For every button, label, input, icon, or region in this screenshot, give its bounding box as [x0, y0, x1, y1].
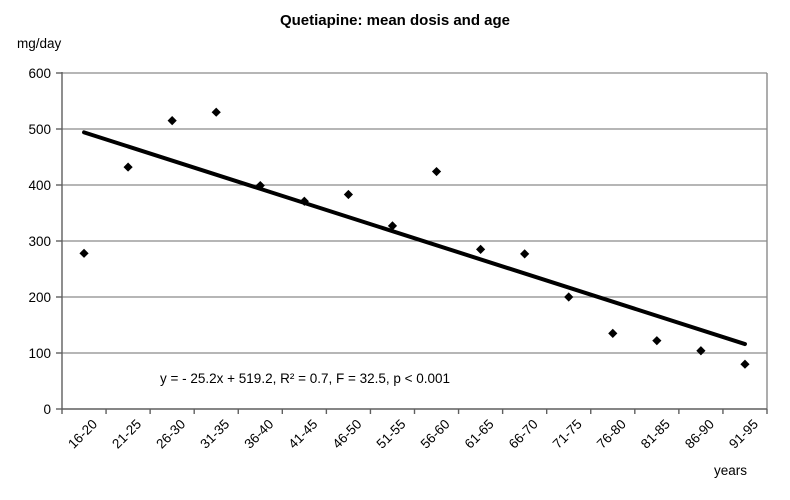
data-point-61-65 — [475, 244, 486, 254]
data-point-51-55 — [387, 221, 398, 231]
data-point-71-75 — [564, 292, 574, 302]
data-point-81-85 — [652, 336, 662, 346]
data-point-31-35 — [211, 107, 221, 117]
y-tick-label-100: 100 — [28, 346, 51, 361]
y-tick-label-500: 500 — [28, 122, 51, 137]
x-category-label-26-30: 26-30 — [153, 417, 188, 452]
x-category-label-86-90: 86-90 — [682, 417, 717, 452]
y-tick-label-600: 600 — [28, 66, 51, 81]
data-point-21-25 — [123, 162, 133, 172]
x-category-label-36-40: 36-40 — [241, 417, 276, 452]
data-point-76-80 — [608, 328, 618, 338]
chart-title: Quetiapine: mean dosis and age — [279, 12, 511, 29]
x-category-label-71-75: 71-75 — [550, 417, 585, 452]
x-category-label-91-95: 91-95 — [726, 417, 761, 452]
x-category-label-41-45: 41-45 — [285, 417, 320, 452]
trend-line — [82, 130, 747, 347]
data-point-26-30 — [167, 116, 177, 126]
data-point-86-90 — [696, 346, 706, 356]
x-axis-title: years — [714, 463, 748, 478]
y-tick-label-200: 200 — [28, 290, 51, 305]
data-point-16-20 — [79, 248, 89, 258]
x-category-label-21-25: 21-25 — [109, 417, 144, 452]
x-category-label-51-55: 51-55 — [374, 417, 409, 452]
x-category-label-46-50: 46-50 — [330, 417, 365, 452]
x-category-label-16-20: 16-20 — [65, 417, 100, 452]
x-category-label-76-80: 76-80 — [594, 417, 629, 452]
regression-annotation: y = - 25.2x + 519.2, R² = 0.7, F = 32.5,… — [160, 371, 451, 386]
y-tick-label-400: 400 — [28, 178, 51, 193]
y-tick-label-300: 300 — [28, 234, 51, 249]
x-category-label-61-65: 61-65 — [462, 417, 497, 452]
data-point-46-50 — [343, 189, 354, 200]
data-point-66-70 — [520, 249, 530, 259]
y-axis-title: mg/day — [17, 36, 62, 51]
x-category-label-81-85: 81-85 — [638, 417, 673, 452]
x-category-label-31-35: 31-35 — [197, 417, 232, 452]
data-point-56-60 — [431, 166, 442, 177]
data-point-91-95 — [740, 359, 750, 369]
y-tick-label-0: 0 — [43, 402, 51, 417]
x-category-label-56-60: 56-60 — [418, 417, 453, 452]
x-category-label-66-70: 66-70 — [506, 417, 541, 452]
